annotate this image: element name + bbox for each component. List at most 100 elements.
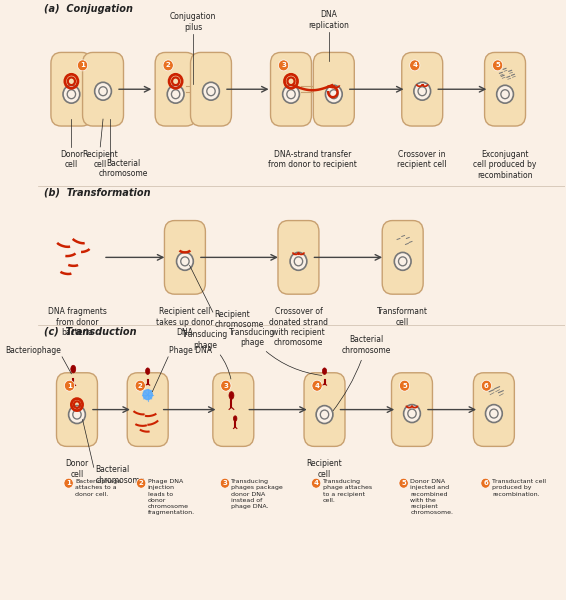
Circle shape (325, 85, 342, 103)
Circle shape (65, 380, 75, 391)
Text: (a)  Conjugation: (a) Conjugation (44, 4, 134, 14)
Text: 6: 6 (484, 383, 489, 389)
Text: DNA-strand transfer
from donor to recipient: DNA-strand transfer from donor to recipi… (268, 150, 357, 169)
FancyBboxPatch shape (271, 52, 311, 126)
Ellipse shape (71, 365, 76, 373)
Circle shape (221, 380, 231, 391)
Text: Conjugation
pilus: Conjugation pilus (170, 12, 216, 32)
Circle shape (492, 60, 503, 71)
FancyBboxPatch shape (314, 52, 354, 126)
Circle shape (410, 60, 420, 71)
Text: Phage DNA: Phage DNA (169, 346, 212, 355)
Circle shape (220, 478, 230, 488)
Circle shape (320, 410, 329, 419)
Text: (b)  Transformation: (b) Transformation (44, 188, 151, 197)
Text: Transductant cell
produced by
recombination.: Transductant cell produced by recombinat… (492, 479, 546, 497)
Circle shape (95, 82, 112, 100)
Text: DNA
replication: DNA replication (308, 10, 350, 29)
Circle shape (294, 257, 303, 266)
Text: Bacterial
chromosome: Bacterial chromosome (96, 465, 145, 485)
Text: Transducing
phage attaches
to a recipient
cell.: Transducing phage attaches to a recipien… (323, 479, 372, 503)
Text: 1: 1 (80, 62, 85, 68)
Circle shape (312, 380, 322, 391)
Circle shape (395, 253, 411, 271)
Text: 1: 1 (67, 383, 72, 389)
Text: 2: 2 (139, 480, 144, 486)
Text: Transducing
phage: Transducing phage (229, 328, 321, 376)
Text: 2: 2 (138, 383, 143, 389)
Text: Transducing
phages package
donor DNA
instead of
phage DNA.: Transducing phages package donor DNA ins… (231, 479, 283, 509)
Text: 4: 4 (314, 480, 319, 486)
Circle shape (207, 87, 215, 96)
Circle shape (408, 409, 416, 418)
Circle shape (287, 90, 295, 98)
Text: (c)  Transduction: (c) Transduction (44, 327, 137, 337)
Circle shape (163, 60, 173, 71)
Text: 4: 4 (412, 62, 417, 68)
Text: 3: 3 (222, 480, 228, 486)
FancyBboxPatch shape (484, 52, 525, 126)
Circle shape (418, 87, 426, 96)
Circle shape (316, 406, 333, 424)
Circle shape (167, 85, 184, 103)
Circle shape (404, 404, 421, 422)
Ellipse shape (323, 368, 327, 374)
Circle shape (490, 409, 498, 418)
FancyBboxPatch shape (155, 52, 196, 126)
Text: 4: 4 (315, 383, 320, 389)
Circle shape (311, 478, 321, 488)
Text: Donor
cell: Donor cell (65, 460, 89, 479)
Circle shape (481, 478, 490, 488)
Circle shape (398, 257, 407, 266)
Text: Recipient
cell: Recipient cell (83, 150, 118, 169)
Circle shape (135, 380, 145, 391)
Text: Phage DNA
injection
leads to
donor
chromosome
fragmentation.: Phage DNA injection leads to donor chrom… (148, 479, 195, 515)
Text: Bacteriophage
attaches to a
donor cell.: Bacteriophage attaches to a donor cell. (75, 479, 121, 497)
Text: Donor DNA
injected and
recombined
with the
recipient
chromosome.: Donor DNA injected and recombined with t… (410, 479, 453, 515)
FancyBboxPatch shape (473, 373, 514, 446)
Text: 3: 3 (224, 383, 228, 389)
FancyBboxPatch shape (57, 373, 97, 446)
Circle shape (290, 253, 307, 271)
Text: 5: 5 (495, 62, 500, 68)
Circle shape (78, 60, 88, 71)
Text: Transducing
phage: Transducing phage (182, 331, 231, 379)
FancyBboxPatch shape (402, 52, 443, 126)
Text: Crossover of
donated strand
with recipient
chromosome: Crossover of donated strand with recipie… (269, 307, 328, 347)
Ellipse shape (233, 416, 237, 421)
Circle shape (481, 380, 491, 391)
Circle shape (329, 90, 338, 98)
FancyBboxPatch shape (213, 373, 254, 446)
Circle shape (63, 85, 80, 103)
Ellipse shape (145, 368, 150, 374)
FancyBboxPatch shape (127, 373, 168, 446)
FancyBboxPatch shape (165, 221, 205, 294)
Text: Bacterial
chromosome: Bacterial chromosome (99, 159, 148, 178)
Circle shape (181, 257, 189, 266)
Circle shape (73, 410, 81, 419)
Circle shape (414, 82, 431, 100)
Circle shape (143, 389, 152, 400)
Text: Exconjugant
cell produced by
recombination: Exconjugant cell produced by recombinati… (473, 150, 537, 180)
Text: 3: 3 (281, 62, 286, 68)
Circle shape (282, 85, 299, 103)
Text: 5: 5 (402, 383, 407, 389)
Text: Bacterial
chromosome: Bacterial chromosome (332, 335, 391, 412)
Ellipse shape (229, 392, 234, 399)
Circle shape (68, 406, 85, 424)
FancyBboxPatch shape (382, 221, 423, 294)
Circle shape (67, 90, 76, 98)
Circle shape (136, 478, 146, 488)
Text: Recipient
cell: Recipient cell (307, 460, 342, 479)
FancyBboxPatch shape (278, 221, 319, 294)
Circle shape (64, 478, 73, 488)
FancyBboxPatch shape (83, 52, 123, 126)
Text: Donor
cell: Donor cell (60, 150, 83, 169)
Circle shape (399, 478, 408, 488)
Text: 5: 5 (401, 480, 406, 486)
FancyBboxPatch shape (392, 373, 432, 446)
Text: Recipient cell
takes up donor
DNA: Recipient cell takes up donor DNA (156, 307, 214, 337)
Text: Transformant
cell: Transformant cell (377, 307, 428, 326)
Circle shape (177, 253, 194, 271)
Text: Crossover in
recipient cell: Crossover in recipient cell (397, 150, 447, 169)
